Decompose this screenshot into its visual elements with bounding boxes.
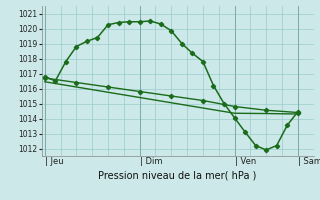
X-axis label: Pression niveau de la mer( hPa ): Pression niveau de la mer( hPa ) — [99, 171, 257, 181]
